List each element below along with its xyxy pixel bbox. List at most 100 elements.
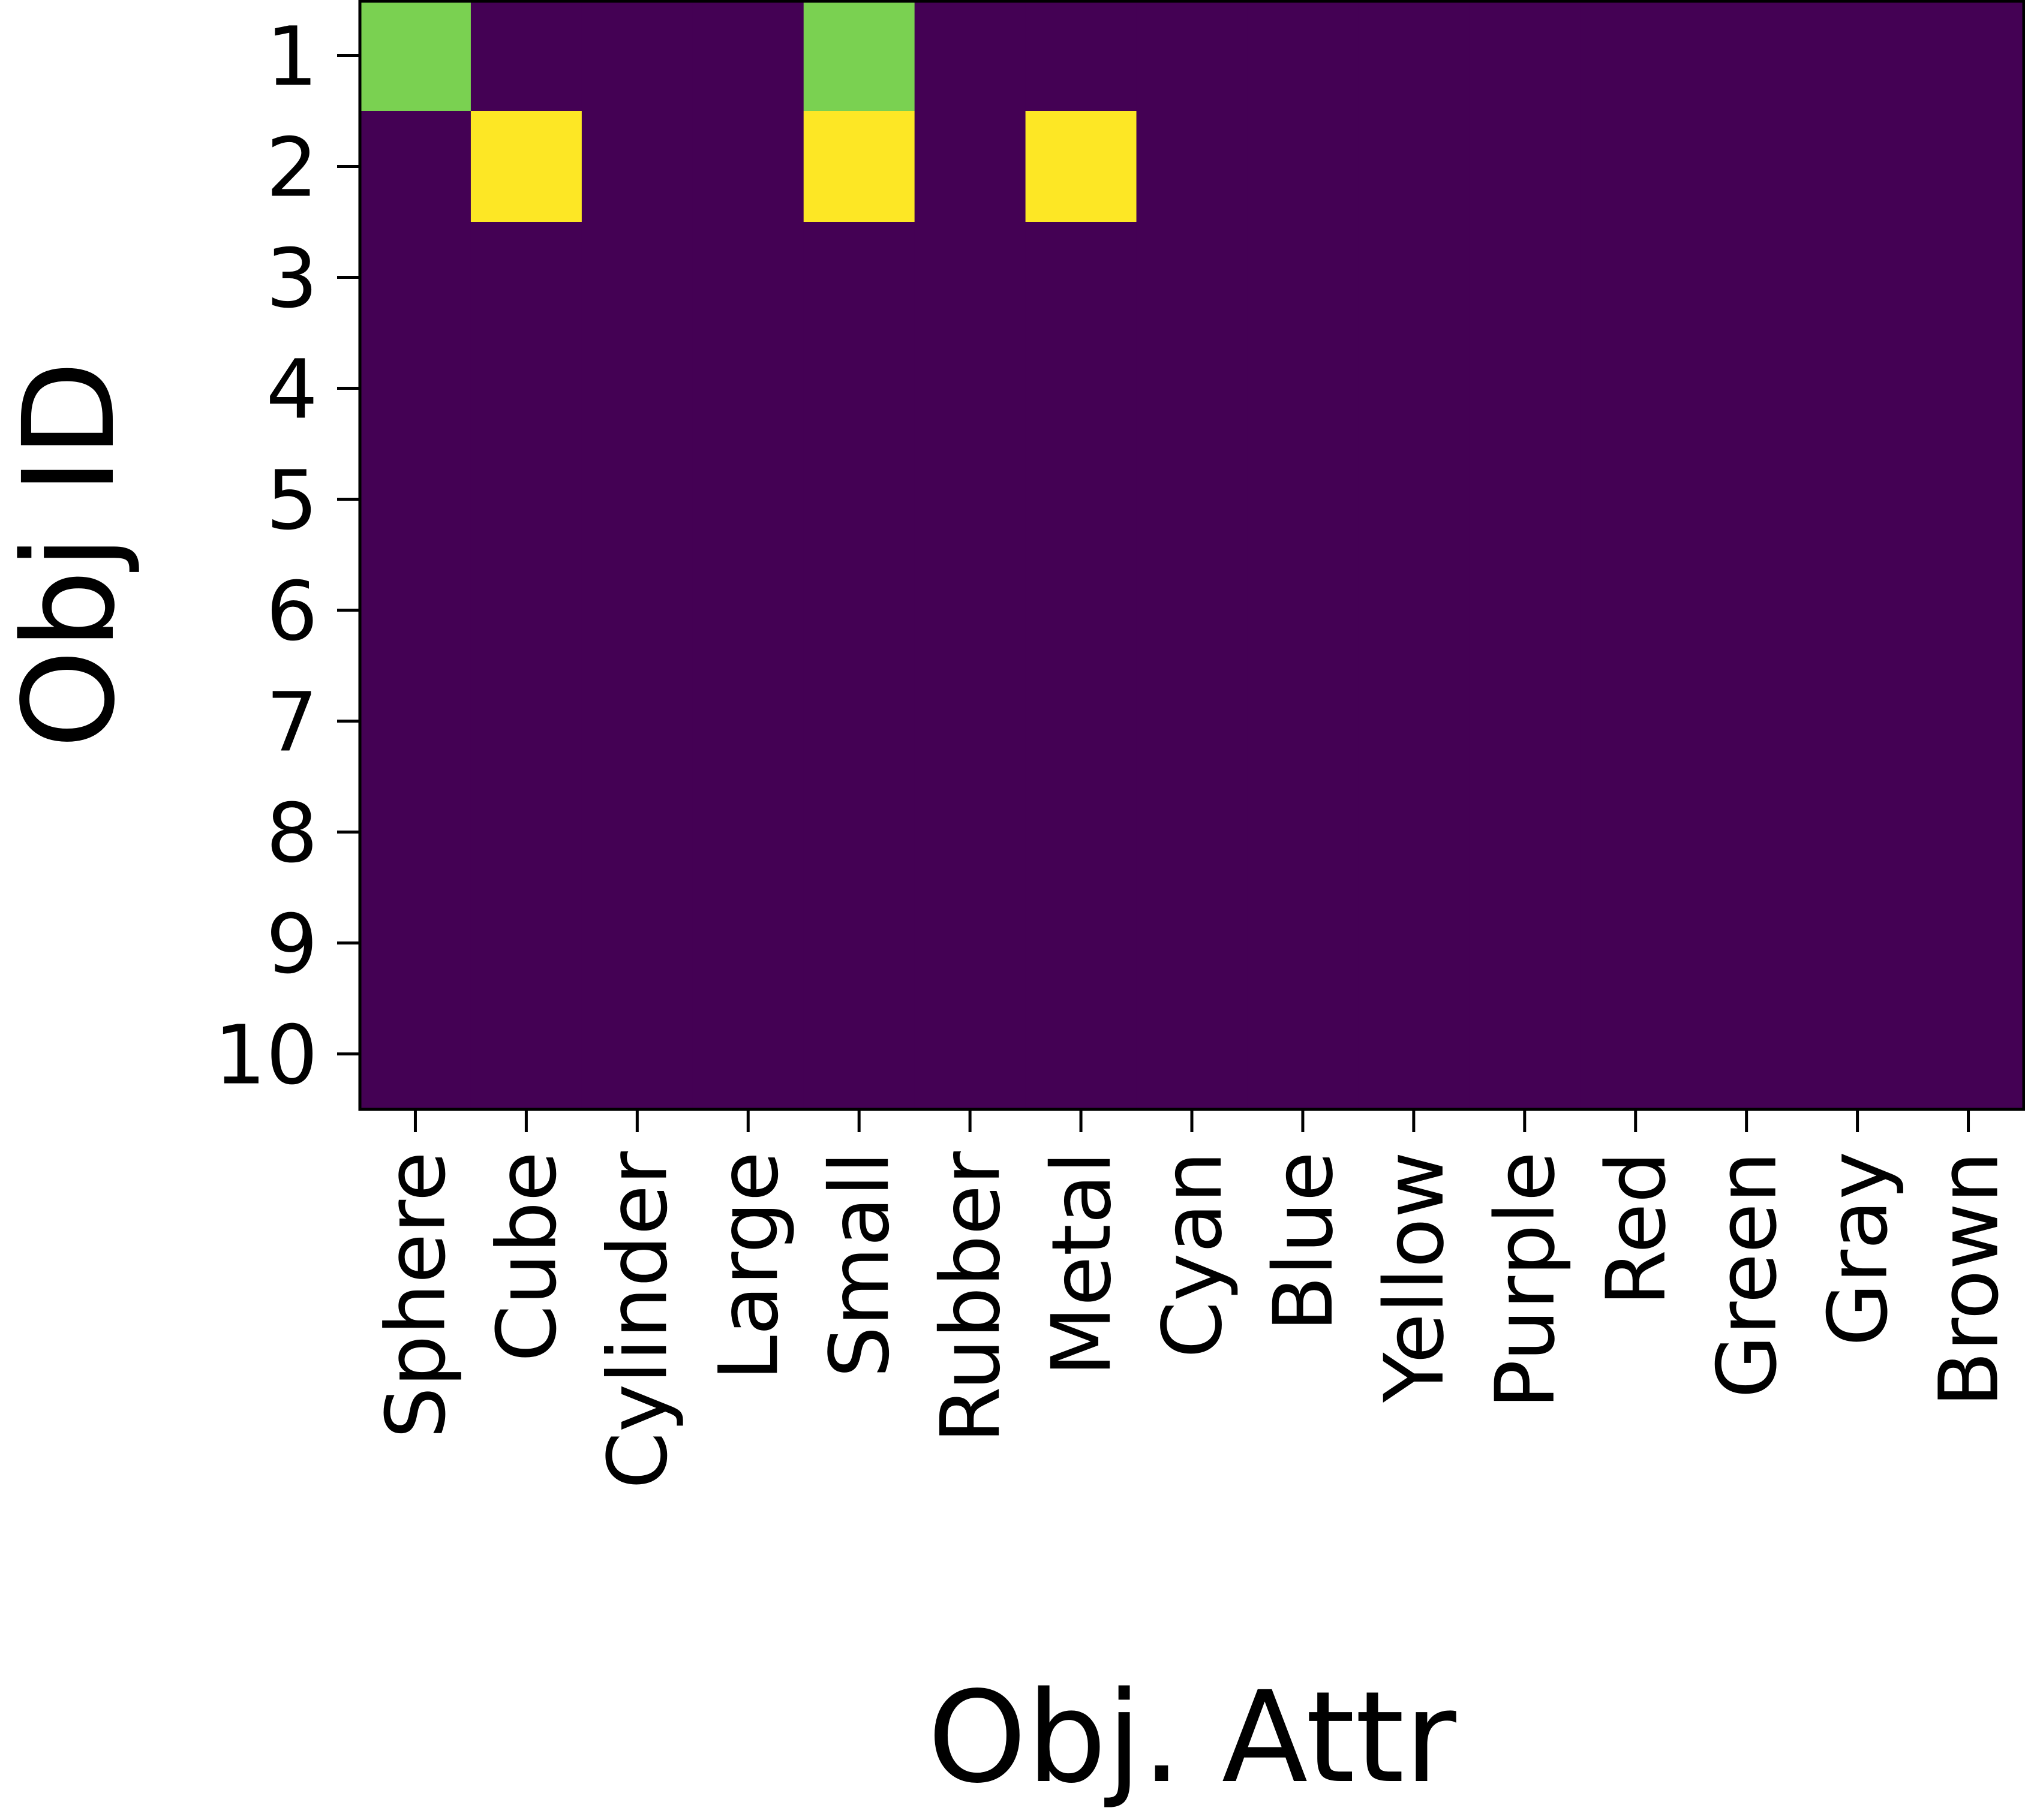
heatmap-cell-10-blue — [1247, 998, 1359, 1110]
heatmap-cell-1-cyan — [1136, 0, 1248, 112]
heatmap-cell-9-purple — [1469, 888, 1581, 999]
heatmap-cell-3-brown — [1913, 222, 2024, 333]
heatmap-cell-8-red — [1580, 777, 1691, 888]
heatmap-cell-6-large — [692, 555, 804, 666]
x-tick-label: Metal — [1035, 1151, 1129, 1376]
heatmap-cell-10-purple — [1469, 998, 1581, 1110]
heatmap-cell-2-red — [1580, 111, 1691, 222]
x-tick-label: Large — [702, 1151, 797, 1381]
heatmap-cell-3-small — [803, 222, 915, 333]
heatmap-cell-7-small — [803, 666, 915, 777]
heatmap-cell-5-blue — [1247, 444, 1359, 555]
y-tick-label: 7 — [266, 676, 318, 771]
heatmap-cell-8-green — [1691, 777, 1802, 888]
y-tick-label: 9 — [266, 898, 318, 992]
heatmap-cell-9-sphere — [360, 888, 471, 999]
heatmap-cell-2-small — [803, 111, 915, 222]
x-tick-label: Cube — [480, 1151, 575, 1362]
heatmap-cell-4-metal — [1025, 333, 1137, 444]
heatmap-cell-1-cylinder — [581, 0, 693, 112]
heatmap-cell-3-rubber — [914, 222, 1026, 333]
heatmap-cell-1-small — [803, 0, 915, 112]
heatmap-cell-5-sphere — [360, 444, 471, 555]
heatmap-cell-2-metal — [1025, 111, 1137, 222]
heatmap-cell-8-yellow — [1358, 777, 1470, 888]
heatmap-cell-10-red — [1580, 998, 1691, 1110]
heatmap-cell-8-large — [692, 777, 804, 888]
x-tick-label: Sphere — [369, 1151, 464, 1439]
y-tick-label: 5 — [266, 454, 318, 549]
heatmap-cell-6-red — [1580, 555, 1691, 666]
heatmap-cell-1-yellow — [1358, 0, 1470, 112]
heatmap-cell-7-cylinder — [581, 666, 693, 777]
heatmap-cell-5-brown — [1913, 444, 2024, 555]
heatmap-cell-2-sphere — [360, 111, 471, 222]
heatmap-cell-6-cube — [470, 555, 582, 666]
heatmap-cell-5-large — [692, 444, 804, 555]
heatmap-cell-4-sphere — [360, 333, 471, 444]
x-tick-label: Cylinder — [591, 1151, 686, 1489]
heatmap-cell-3-cylinder — [581, 222, 693, 333]
heatmap-cell-8-gray — [1802, 777, 1913, 888]
heatmap-cell-1-gray — [1802, 0, 1913, 112]
y-axis-ticks: 1 2 3 4 5 6 7 8 9 10 — [214, 10, 360, 1103]
heatmap-cell-5-gray — [1802, 444, 1913, 555]
heatmap-cell-6-brown — [1913, 555, 2024, 666]
heatmap-cell-2-yellow — [1358, 111, 1470, 222]
heatmap-cell-9-yellow — [1358, 888, 1470, 999]
heatmap-cell-10-rubber — [914, 998, 1026, 1110]
heatmap-cell-9-metal — [1025, 888, 1137, 999]
y-tick-label: 6 — [266, 565, 318, 660]
heatmap-cell-10-brown — [1913, 998, 2024, 1110]
heatmap-cell-3-metal — [1025, 222, 1137, 333]
heatmap-cell-2-brown — [1913, 111, 2024, 222]
heatmap-cell-8-small — [803, 777, 915, 888]
heatmap-cell-2-purple — [1469, 111, 1581, 222]
heatmap-cell-9-large — [692, 888, 804, 999]
heatmap-cell-3-purple — [1469, 222, 1581, 333]
heatmap-cell-1-purple — [1469, 0, 1581, 112]
heatmap-cell-1-cube — [470, 0, 582, 112]
y-tick-label: 10 — [214, 1009, 318, 1103]
heatmap-cell-6-cylinder — [581, 555, 693, 666]
heatmap-cell-1-sphere — [360, 0, 471, 112]
y-tick-label: 3 — [266, 232, 318, 327]
heatmap-cell-10-gray — [1802, 998, 1913, 1110]
heatmap-cell-10-green — [1691, 998, 1802, 1110]
heatmap-cell-5-cube — [470, 444, 582, 555]
heatmap-cell-4-cylinder — [581, 333, 693, 444]
heatmap-cell-8-cylinder — [581, 777, 693, 888]
y-tick-label: 1 — [266, 10, 318, 105]
heatmap-cell-6-blue — [1247, 555, 1359, 666]
heatmap-cell-5-yellow — [1358, 444, 1470, 555]
heatmap-cell-7-cube — [470, 666, 582, 777]
heatmap-cell-7-metal — [1025, 666, 1137, 777]
heatmap-cell-9-small — [803, 888, 915, 999]
heatmap-cell-6-cyan — [1136, 555, 1248, 666]
heatmap-cell-7-brown — [1913, 666, 2024, 777]
heatmap-cell-5-small — [803, 444, 915, 555]
heatmap-cell-9-rubber — [914, 888, 1026, 999]
heatmap-cell-3-gray — [1802, 222, 1913, 333]
heatmap-cell-5-metal — [1025, 444, 1137, 555]
heatmap-cell-4-cube — [470, 333, 582, 444]
x-tick-label: Yellow — [1368, 1151, 1462, 1403]
x-tick-label: Green — [1700, 1151, 1795, 1398]
x-tick-label: Red — [1590, 1151, 1684, 1306]
y-tick-label: 2 — [266, 121, 318, 216]
x-tick-label: Purple — [1479, 1151, 1573, 1409]
heatmap-cell-4-large — [692, 333, 804, 444]
heatmap-cell-9-green — [1691, 888, 1802, 999]
heatmap-cell-3-blue — [1247, 222, 1359, 333]
heatmap-cell-6-yellow — [1358, 555, 1470, 666]
x-tick-label: Gray — [1811, 1151, 1906, 1346]
heatmap-cell-10-small — [803, 998, 915, 1110]
heatmap-cell-3-green — [1691, 222, 1802, 333]
heatmap-cells — [360, 0, 2024, 1110]
heatmap-cell-5-green — [1691, 444, 1802, 555]
y-axis-title: Obj ID — [0, 360, 143, 748]
heatmap-cell-5-cylinder — [581, 444, 693, 555]
x-axis-ticks: Sphere Cube Cylinder Large Small Rubber Metal C… — [369, 1109, 2017, 1489]
heatmap-cell-8-sphere — [360, 777, 471, 888]
